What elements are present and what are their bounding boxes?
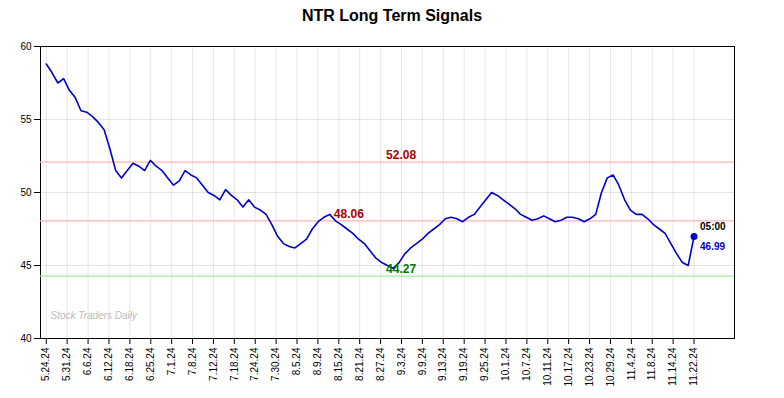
svg-text:6.12.24: 6.12.24 [103,347,114,381]
svg-text:5.24.24: 5.24.24 [40,347,51,381]
svg-text:8.15.24: 8.15.24 [333,347,344,381]
svg-text:05:00: 05:00 [700,221,726,232]
svg-text:5.31.24: 5.31.24 [61,347,72,381]
svg-text:11.14.24: 11.14.24 [667,347,678,386]
svg-text:6.6.24: 6.6.24 [82,347,93,375]
svg-text:48.06: 48.06 [334,207,364,221]
svg-text:8.27.24: 8.27.24 [375,347,386,381]
svg-text:55: 55 [20,114,32,125]
svg-text:7.1.24: 7.1.24 [166,347,177,375]
svg-text:10.7.24: 10.7.24 [521,347,532,381]
svg-text:40: 40 [20,333,32,344]
svg-text:9.13.24: 9.13.24 [437,347,448,381]
svg-text:Stock Traders Daily: Stock Traders Daily [51,310,139,321]
svg-text:6.25.24: 6.25.24 [145,347,156,381]
svg-text:7.18.24: 7.18.24 [229,347,240,381]
svg-text:44.27: 44.27 [386,262,416,276]
svg-text:9.25.24: 9.25.24 [479,347,490,381]
svg-text:11.8.24: 11.8.24 [646,347,657,380]
svg-text:7.24.24: 7.24.24 [249,347,260,381]
svg-text:11.4.24: 11.4.24 [626,347,637,380]
svg-text:9.19.24: 9.19.24 [458,347,469,381]
svg-text:52.08: 52.08 [386,148,416,162]
html-text:NTR Long Term Signals: NTR Long Term Signals [301,7,483,24]
svg-text:46.99: 46.99 [700,241,725,252]
svg-text:7.8.24: 7.8.24 [187,347,198,375]
svg-text:7.12.24: 7.12.24 [208,347,219,381]
svg-text:45: 45 [20,260,32,271]
svg-text:8.9.24: 8.9.24 [312,347,323,375]
svg-text:8.5.24: 8.5.24 [291,347,302,375]
svg-text:9.9.24: 9.9.24 [417,347,428,375]
svg-text:7.30.24: 7.30.24 [270,347,281,381]
svg-text:11.22.24: 11.22.24 [688,347,699,386]
svg-text:50: 50 [20,187,32,198]
svg-text:10.29.24: 10.29.24 [605,347,616,386]
svg-text:6.18.24: 6.18.24 [124,347,135,381]
svg-text:60: 60 [20,41,32,52]
svg-text:10.17.24: 10.17.24 [563,347,574,386]
svg-text:10.23.24: 10.23.24 [584,347,595,386]
svg-text:8.21.24: 8.21.24 [354,347,365,381]
svg-text:10.1.24: 10.1.24 [500,347,511,381]
svg-text:10.11.24: 10.11.24 [542,347,553,386]
svg-text:9.3.24: 9.3.24 [396,347,407,375]
